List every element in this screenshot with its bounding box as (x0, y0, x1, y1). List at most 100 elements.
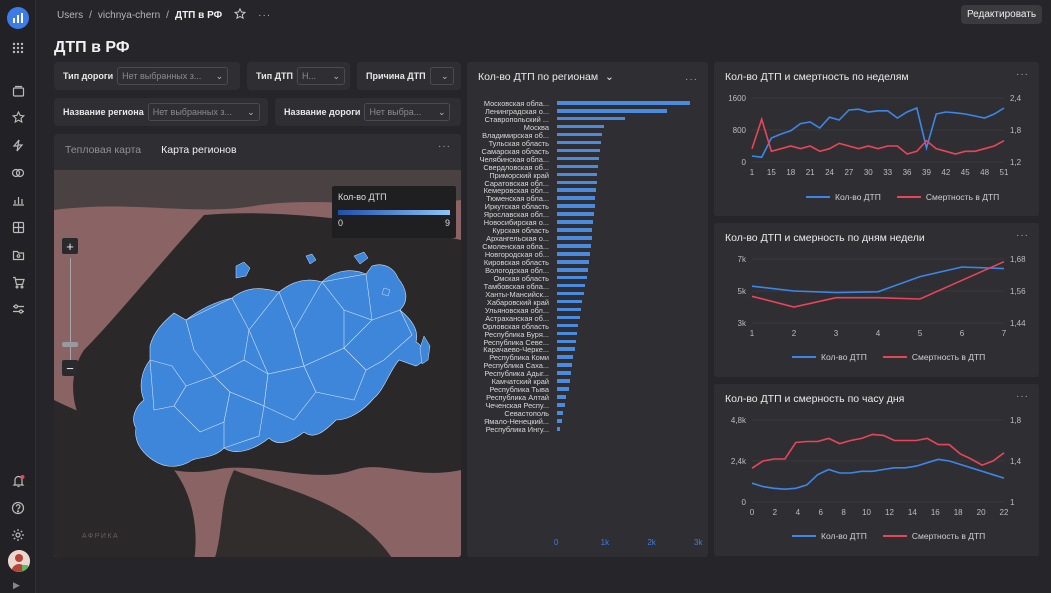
bar[interactable] (557, 323, 579, 328)
bar[interactable] (557, 275, 587, 280)
folder-icon[interactable] (9, 246, 27, 264)
region-select[interactable]: Нет выбранных з... ⌄ (147, 103, 260, 121)
tab-heatmap[interactable]: Тепловая карта (65, 144, 142, 156)
bar[interactable] (557, 132, 602, 137)
bar[interactable] (557, 355, 574, 359)
series-line (751, 106, 1005, 159)
bar[interactable] (557, 220, 594, 224)
bar[interactable] (557, 339, 576, 344)
bar[interactable] (557, 180, 597, 185)
zoom-out-button[interactable]: − (62, 360, 78, 376)
panel-menu-icon[interactable]: ··· (1016, 69, 1029, 80)
legend-item[interactable]: Кол-во ДТП (792, 531, 867, 541)
bar[interactable] (557, 108, 667, 113)
settings-sliders-icon[interactable] (9, 300, 27, 318)
bar[interactable] (557, 252, 590, 256)
bar[interactable] (557, 283, 585, 288)
bar[interactable] (557, 299, 583, 304)
edit-button[interactable]: Редактировать (961, 5, 1042, 24)
y-right-tick-label: 1 (1010, 498, 1015, 507)
legend-item[interactable]: Смертность в ДТП (882, 531, 985, 541)
bar[interactable] (557, 236, 592, 240)
cart-icon[interactable] (9, 273, 27, 291)
breadcrumb: Users / vichnya-chern / ДТП в РФ ··· (57, 7, 272, 23)
x-tick-label: 21 (806, 168, 815, 177)
bar[interactable] (557, 212, 595, 216)
bar[interactable] (557, 307, 581, 312)
legend-item[interactable]: Кол-во ДТП (792, 352, 867, 362)
bar[interactable] (557, 371, 571, 375)
bar[interactable] (557, 267, 588, 272)
panel-menu-icon[interactable]: ··· (1016, 230, 1029, 241)
panel-menu-icon[interactable]: ··· (438, 141, 451, 152)
tab-region-map[interactable]: Карта регионов (161, 144, 237, 156)
bar[interactable] (557, 331, 578, 336)
bar[interactable] (557, 124, 604, 129)
bar[interactable] (557, 419, 562, 423)
bolt-icon[interactable] (9, 136, 27, 154)
collections-icon[interactable] (9, 82, 27, 100)
breadcrumb-workspace[interactable]: Users (57, 10, 84, 21)
x-tick-label: 7 (1002, 329, 1007, 338)
region-map[interactable]: Кол-во ДТП 0 9 (54, 170, 461, 557)
bar[interactable] (557, 188, 596, 193)
grid-icon[interactable] (9, 39, 27, 57)
connections-icon[interactable] (9, 164, 27, 182)
bar[interactable] (557, 140, 602, 145)
x-tick-label: 6 (960, 329, 965, 338)
bar[interactable] (557, 196, 596, 200)
notifications-icon[interactable] (9, 472, 27, 490)
regions-bar-chart: Московская обла... Ленинградская о... Став… (467, 62, 708, 557)
legend-item[interactable]: Смертность в ДТП (882, 352, 985, 362)
breadcrumb-folder[interactable]: vichnya-chern (97, 10, 161, 21)
cause-select[interactable]: ⌄ (429, 67, 454, 85)
bar[interactable] (557, 116, 625, 121)
bar[interactable] (557, 148, 600, 153)
bar[interactable] (557, 156, 599, 161)
expand-sidebar-icon[interactable]: ▶ (13, 580, 20, 590)
weeks-line-chart: 0 800 1600 1,2 1,8 2,4 1 15 18 21 24 27 30 33 36 39 42 45… (728, 94, 1021, 177)
x-tick-label: 2k (647, 538, 656, 547)
zoom-slider-handle[interactable] (62, 342, 78, 347)
chart-bars-logo[interactable] (7, 7, 29, 29)
zoom-in-button[interactable]: + (62, 238, 78, 254)
road-type-select[interactable]: Нет выбранных з... ⌄ (117, 67, 229, 85)
settings-icon[interactable] (9, 526, 27, 544)
bar[interactable] (557, 363, 572, 367)
charts-icon[interactable] (9, 191, 27, 209)
bar[interactable] (557, 291, 584, 296)
star-icon[interactable] (234, 7, 247, 23)
help-icon[interactable] (9, 499, 27, 517)
bar[interactable] (557, 395, 567, 399)
road-name-select[interactable]: Нет выбра... ⌄ (364, 103, 451, 121)
ellipsis-icon[interactable]: ··· (258, 10, 272, 21)
x-tick-label: 2 (773, 508, 778, 517)
zoom-slider-track[interactable] (70, 258, 71, 366)
bar[interactable] (557, 244, 591, 248)
chart-legend: Кол-во ДТП Смертность в ДТП (792, 352, 985, 362)
datasets-icon[interactable] (9, 218, 27, 236)
bar[interactable] (557, 164, 599, 169)
bar[interactable] (557, 260, 589, 264)
bar[interactable] (557, 228, 593, 232)
x-tick-label: 0 (554, 538, 559, 547)
panel-menu-icon[interactable]: ··· (1016, 391, 1029, 402)
panel-title[interactable]: Кол-во ДТП по регионам ⌄ (478, 71, 614, 83)
bar[interactable] (557, 347, 575, 352)
panel-title: Кол-во ДТП и смерность по дням недели (725, 232, 925, 244)
dtp-type-select[interactable]: Н... ⌄ (297, 67, 346, 85)
bar[interactable] (557, 101, 690, 105)
bar[interactable] (557, 315, 580, 320)
star-icon[interactable] (9, 108, 27, 126)
bar[interactable] (557, 426, 561, 431)
bar[interactable] (557, 379, 571, 383)
legend-item[interactable]: Смертность в ДТП (896, 192, 999, 202)
legend-item[interactable]: Кол-во ДТП (806, 192, 881, 202)
avatar[interactable] (8, 550, 30, 572)
bar[interactable] (557, 172, 598, 177)
panel-menu-icon[interactable]: ··· (685, 74, 698, 85)
bar[interactable] (557, 204, 595, 208)
bar[interactable] (557, 403, 565, 407)
bar[interactable] (557, 411, 564, 415)
bar[interactable] (557, 387, 569, 391)
